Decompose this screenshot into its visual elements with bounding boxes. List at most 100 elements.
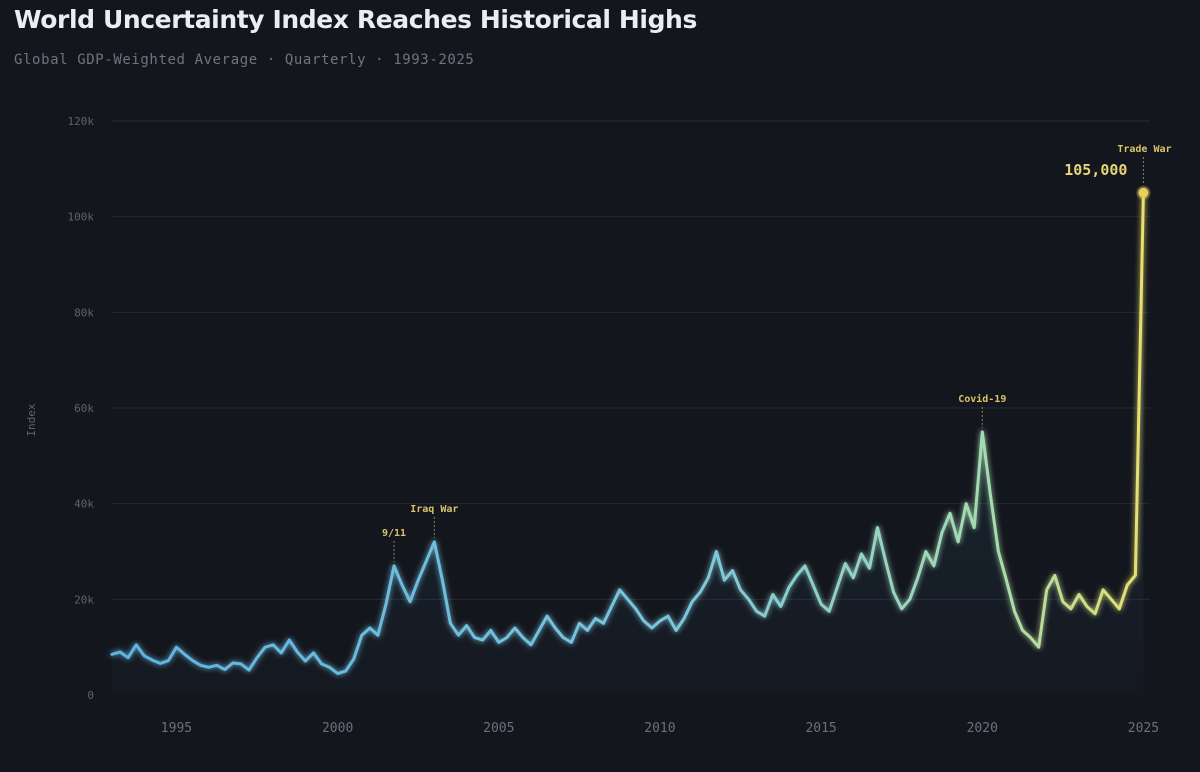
data-point [449, 622, 452, 625]
annotation-label: Covid-19 [958, 393, 1006, 405]
series-line [110, 191, 1145, 675]
data-point [949, 512, 952, 515]
data-point [1078, 593, 1081, 596]
data-point [1094, 612, 1097, 615]
y-tick-label: 0 [87, 689, 94, 702]
data-point [1126, 584, 1129, 587]
data-point [642, 619, 645, 622]
data-point [425, 560, 428, 563]
annotation-label: 9/11 [382, 528, 406, 539]
data-point [457, 634, 460, 637]
x-tick-label: 2015 [805, 721, 836, 736]
y-tick-label: 100k [68, 211, 95, 224]
data-point [812, 584, 815, 587]
data-point [820, 603, 823, 606]
data-point [795, 574, 798, 577]
data-point [699, 591, 702, 594]
data-point [248, 669, 251, 672]
data-point [715, 550, 718, 553]
data-point [336, 672, 339, 675]
data-point [433, 540, 436, 543]
data-point [497, 641, 500, 644]
data-point [304, 660, 307, 663]
data-point [1013, 610, 1016, 613]
data-point [739, 588, 742, 591]
data-point [191, 659, 194, 662]
data-point [280, 651, 283, 654]
data-point [417, 579, 420, 582]
data-point [610, 605, 613, 608]
data-point [787, 586, 790, 589]
data-point [1118, 607, 1121, 610]
data-point [731, 569, 734, 572]
data-point [594, 617, 597, 620]
data-point [231, 662, 234, 665]
data-point [1021, 629, 1024, 632]
data-point [312, 651, 315, 654]
data-point [747, 598, 750, 601]
data-point [368, 627, 371, 630]
data-point [586, 629, 589, 632]
data-point [957, 540, 960, 543]
data-point [570, 641, 573, 644]
data-point [779, 605, 782, 608]
data-point [264, 646, 267, 649]
data-point [626, 598, 629, 601]
data-point [256, 656, 259, 659]
data-point [755, 610, 758, 613]
data-point [1110, 598, 1113, 601]
data-point [667, 615, 670, 618]
data-point [868, 567, 871, 570]
data-point [836, 586, 839, 589]
data-point [473, 636, 476, 639]
annotation-label: Iraq War [410, 504, 458, 515]
data-point [328, 666, 331, 669]
data-point [828, 610, 831, 613]
data-point [151, 659, 154, 662]
data-point [924, 550, 927, 553]
y-tick-label: 60k [74, 402, 94, 415]
data-point [908, 598, 911, 601]
data-point [385, 603, 388, 606]
data-point [513, 627, 516, 630]
data-point [844, 562, 847, 565]
data-point [691, 600, 694, 603]
data-point [530, 643, 533, 646]
data-point [522, 636, 525, 639]
data-point [602, 622, 605, 625]
data-point [441, 579, 444, 582]
data-point [941, 531, 944, 534]
x-tick-label: 2020 [967, 721, 998, 736]
data-point [135, 643, 138, 646]
chart-subtitle: Global GDP-Weighted Average · Quarterly … [14, 52, 475, 68]
data-point [884, 560, 887, 563]
data-point [175, 646, 178, 649]
x-tick-label: 2000 [322, 721, 353, 736]
data-point [554, 627, 557, 630]
data-point [804, 564, 807, 567]
data-point [1134, 574, 1137, 577]
peak-value-label: 105,000 [1064, 161, 1127, 179]
data-point [707, 576, 710, 579]
data-point [562, 636, 565, 639]
data-point [852, 576, 855, 579]
data-point [409, 600, 412, 603]
data-point [167, 659, 170, 662]
data-point [207, 666, 210, 669]
y-tick-label: 120k [68, 115, 95, 128]
data-point [981, 430, 984, 433]
data-point [272, 643, 275, 646]
data-point [876, 526, 879, 529]
data-point [997, 550, 1000, 553]
data-point [916, 576, 919, 579]
data-point [650, 627, 653, 630]
data-point [1005, 579, 1008, 582]
data-point [932, 564, 935, 567]
data-point [360, 634, 363, 637]
data-point [900, 607, 903, 610]
data-point [1045, 588, 1048, 591]
data-point [634, 607, 637, 610]
data-point [1053, 574, 1056, 577]
data-point [489, 629, 492, 632]
